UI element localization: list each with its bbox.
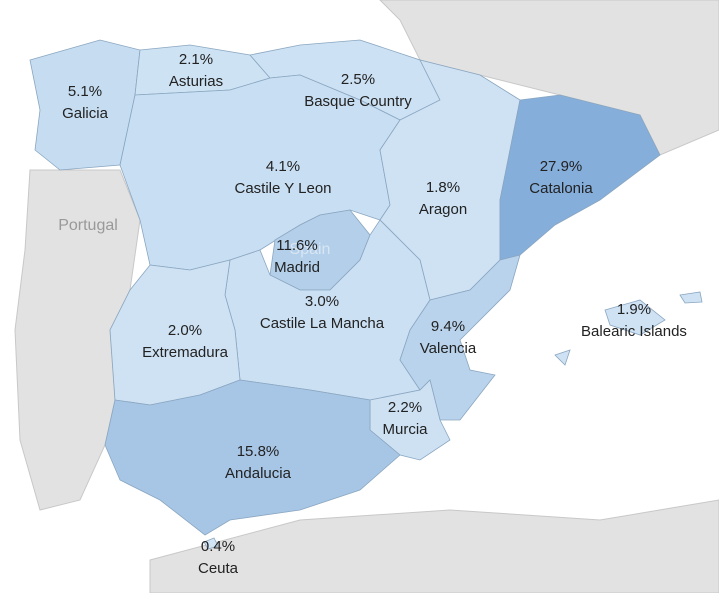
region-name: Castile Y Leon	[234, 180, 331, 197]
value-label: 9.4%	[431, 318, 465, 335]
value-label: 2.5%	[341, 71, 375, 88]
value-label: 1.9%	[617, 301, 651, 318]
region-name: Madrid	[274, 259, 320, 276]
region-name: Valencia	[420, 340, 477, 357]
region	[554, 349, 571, 366]
value-label: 1.8%	[426, 179, 460, 196]
region-name: Basque Country	[304, 93, 412, 110]
region-name: Catalonia	[529, 180, 593, 197]
value-label: 11.6%	[276, 237, 317, 254]
value-label: 4.1%	[266, 158, 300, 175]
regions	[29, 39, 703, 550]
country-label: Spain	[290, 241, 331, 258]
region-name: Andalucia	[225, 465, 292, 482]
region-name: Aragon	[419, 201, 467, 218]
africa-land	[149, 499, 719, 593]
region	[499, 94, 661, 261]
region	[104, 379, 401, 536]
region	[604, 299, 666, 336]
region-name: Balearic Islands	[581, 323, 687, 340]
labels: 5.1% Galicia 2.1% Asturias 2.5% Basque Countr…	[62, 51, 687, 577]
background-land	[14, 0, 719, 593]
region-name: Ceuta	[198, 560, 239, 577]
region	[679, 291, 703, 304]
region-name: Murcia	[382, 421, 428, 438]
value-label: 15.8%	[237, 443, 280, 460]
value-label: 5.1%	[68, 83, 102, 100]
region-name: Asturias	[169, 73, 223, 90]
region	[203, 537, 219, 550]
value-label: 27.9%	[540, 158, 583, 175]
region-name: Galicia	[62, 105, 109, 122]
country-label: Portugal	[58, 217, 118, 234]
region-name: Castile La Mancha	[260, 315, 385, 332]
value-label: 2.2%	[388, 399, 422, 416]
value-label: 0.4%	[201, 538, 235, 555]
value-label: 2.0%	[168, 322, 202, 339]
region-name: Extremadura	[142, 344, 229, 361]
value-label: 3.0%	[305, 293, 339, 310]
value-label: 2.1%	[179, 51, 213, 68]
region	[399, 254, 521, 421]
